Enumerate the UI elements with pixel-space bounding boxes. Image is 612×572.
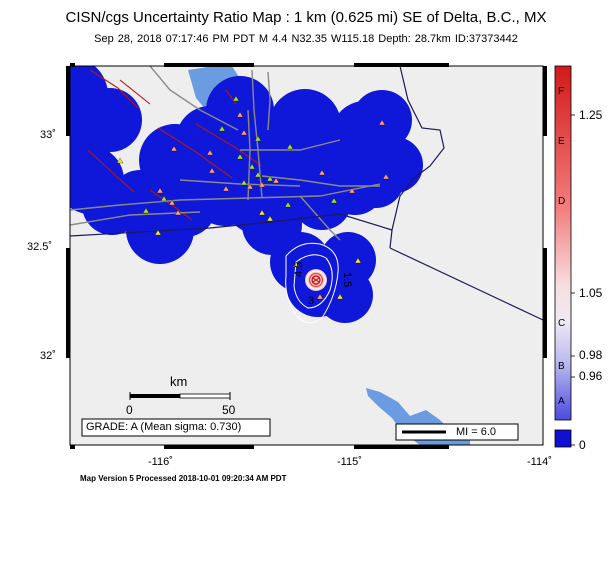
colorbar-value-0-96: 0.96 (579, 369, 603, 383)
mi-legend-frame (395, 423, 519, 441)
colorbar-letter-b: B (558, 361, 565, 372)
colorbar-letter-a: A (558, 396, 565, 407)
processing-footer: Map Version 5 Processed 2018-10-01 09:20… (80, 474, 287, 483)
contour-label-1-5: 1.5 (341, 272, 353, 287)
lat-tick-32: 32˚ (40, 350, 56, 362)
lon-tick-116: -116˚ (148, 456, 173, 468)
epicenter-marker (312, 277, 320, 283)
scale-unit: km (170, 374, 188, 389)
contour-mid (293, 254, 333, 309)
colorbar-zero-swatch (554, 429, 572, 448)
colorbar-letter-d: D (558, 196, 566, 207)
colorbar-ticks (571, 114, 575, 446)
scale-bar (129, 392, 231, 400)
mi-legend-text: MI = 6.0 (456, 426, 497, 438)
grade-box-frame (81, 418, 271, 437)
contour-label-4-5: 4.5 (293, 262, 305, 277)
lat-tick-32-5: 32.5˚ (27, 241, 53, 253)
political-boundaries (70, 66, 543, 321)
lat-tick-33: 33˚ (40, 129, 56, 141)
roads (70, 66, 381, 241)
fault-lines (87, 69, 263, 221)
uncertainty-regions (70, 66, 423, 323)
frame-graduations (66, 63, 547, 449)
colorbar-letter-e: E (558, 136, 565, 147)
colorbar-value-0-98: 0.98 (579, 348, 603, 362)
colorbar-value-1-05: 1.05 (579, 286, 603, 300)
colorbar-letter-c: C (558, 318, 566, 329)
seismic-stations (116, 95, 390, 300)
scale-start: 0 (126, 403, 133, 417)
map-title: CISN/cgs Uncertainty Ratio Map : 1 km (0… (65, 9, 547, 26)
colorbar-letter-f: F (558, 86, 565, 97)
grade-text: GRADE: A (Mean sigma: 0.730) (86, 421, 242, 433)
colorbar-value-0: 0 (579, 438, 586, 452)
colorbar-value-1-25: 1.25 (579, 108, 603, 122)
lon-tick-115: -115˚ (337, 456, 362, 468)
colorbar-gradient (554, 65, 572, 421)
contour-outer (285, 242, 339, 324)
lon-tick-114: -114˚ (527, 456, 552, 468)
scale-end: 50 (222, 403, 236, 417)
contour-label-3: 3 (308, 295, 314, 307)
map-subtitle: Sep 28, 2018 07:17:46 PM PDT M 4.4 N32.3… (94, 33, 518, 45)
